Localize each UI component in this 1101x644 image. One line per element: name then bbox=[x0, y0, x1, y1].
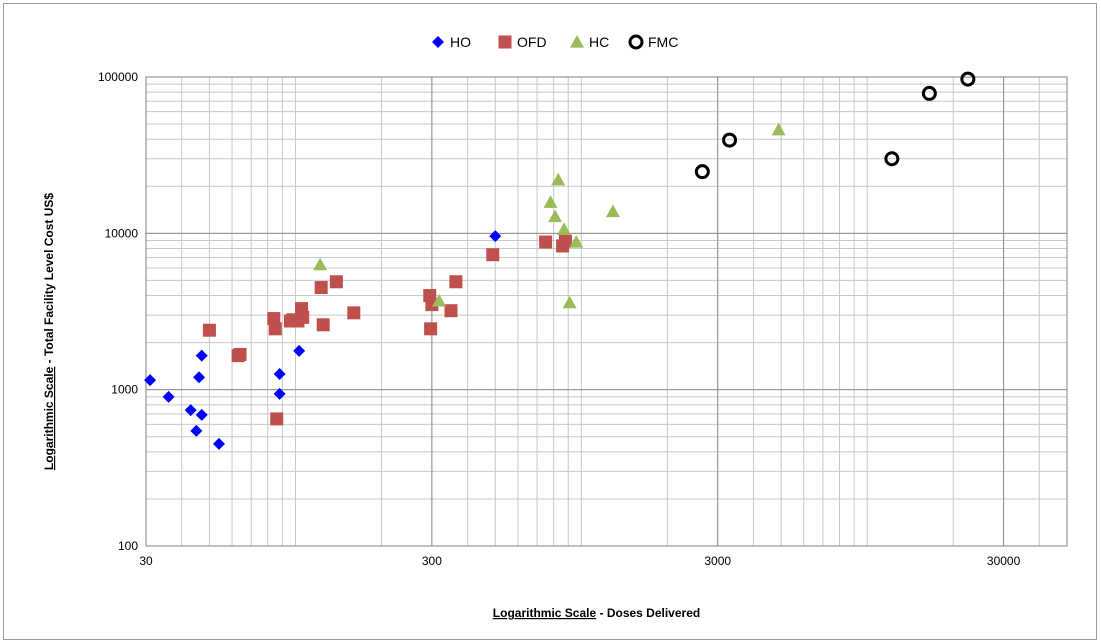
data-point-fmc bbox=[694, 164, 710, 180]
data-point-ho bbox=[273, 367, 286, 380]
y-axis-title-underlined: Logarithmic Scale bbox=[42, 366, 56, 470]
data-point-ofd bbox=[267, 312, 281, 326]
data-point-hc bbox=[569, 235, 584, 248]
legend-marker-ofd bbox=[498, 35, 512, 49]
data-point-ofd bbox=[329, 275, 343, 289]
series-hc bbox=[313, 122, 786, 309]
data-point-ofd bbox=[296, 310, 310, 324]
legend-marker-hc bbox=[570, 35, 584, 48]
y-axis-title: Logarithmic Scale - Total Facility Level… bbox=[42, 193, 56, 471]
data-point-hc bbox=[551, 172, 566, 186]
x-axis-title-underlined: Logarithmic Scale bbox=[493, 606, 597, 620]
plot-area-border bbox=[145, 76, 1068, 547]
data-point-ofd bbox=[268, 322, 282, 336]
x-tick-label: 30 bbox=[139, 554, 153, 568]
data-point-ho bbox=[193, 371, 206, 384]
data-point-fmc bbox=[722, 132, 738, 148]
data-point-hc bbox=[557, 222, 572, 235]
legend: HO OFD HC FMC bbox=[432, 34, 678, 50]
legend-label-fmc: FMC bbox=[648, 34, 678, 50]
data-point-ofd bbox=[558, 234, 572, 248]
data-point-ho bbox=[195, 349, 208, 362]
y-tick-label: 100 bbox=[118, 539, 138, 553]
data-point-hc bbox=[548, 209, 563, 223]
data-point-hc bbox=[543, 195, 558, 208]
y-axis-tick-labels: 100 1000 10000 100000 bbox=[98, 70, 138, 553]
series-ofd bbox=[202, 234, 572, 426]
legend-marker-fmc bbox=[628, 34, 644, 50]
data-point-ho bbox=[293, 344, 306, 357]
data-point-hc bbox=[771, 122, 786, 136]
data-point-fmc bbox=[921, 85, 937, 101]
data-point-ho bbox=[273, 387, 286, 400]
series-ho bbox=[144, 230, 502, 450]
data-point-hc bbox=[562, 295, 577, 309]
y-tick-label: 100000 bbox=[98, 70, 138, 84]
data-point-ho bbox=[212, 437, 225, 450]
data-point-ho bbox=[195, 408, 208, 421]
chart-frame: 30 300 3000 30000 100 1000 10000 100000 HO OFD H… bbox=[3, 3, 1097, 640]
data-point-ofd bbox=[314, 281, 328, 295]
major-gridlines bbox=[145, 76, 1067, 547]
x-tick-label: 30000 bbox=[987, 554, 1021, 568]
data-point-ho bbox=[489, 230, 502, 243]
legend-label-ho: HO bbox=[450, 34, 471, 50]
data-points bbox=[144, 71, 976, 450]
data-point-ho bbox=[184, 404, 197, 417]
legend-item-ho: HO bbox=[432, 34, 471, 50]
legend-marker-ho bbox=[432, 36, 444, 48]
y-tick-label: 10000 bbox=[105, 226, 139, 240]
minor-gridlines bbox=[145, 77, 1068, 546]
data-point-ofd bbox=[270, 412, 284, 426]
x-axis-title-rest: - Doses Delivered bbox=[596, 606, 700, 620]
data-point-ofd bbox=[347, 306, 361, 320]
data-point-ofd bbox=[539, 235, 553, 249]
data-point-hc bbox=[313, 257, 328, 271]
data-point-ofd bbox=[424, 322, 438, 336]
data-point-fmc bbox=[960, 71, 976, 87]
y-axis-title-rest: - Total Facility Level Cost US$ bbox=[42, 193, 56, 367]
x-tick-label: 300 bbox=[422, 554, 442, 568]
y-tick-label: 1000 bbox=[111, 383, 138, 397]
data-point-ofd bbox=[486, 248, 500, 262]
data-point-ofd bbox=[444, 304, 458, 318]
data-point-hc bbox=[432, 293, 447, 307]
legend-item-ofd: OFD bbox=[498, 34, 547, 50]
data-point-ho bbox=[190, 424, 203, 437]
data-point-ofd bbox=[202, 323, 216, 337]
series-fmc bbox=[694, 71, 976, 180]
legend-label-hc: HC bbox=[589, 34, 609, 50]
data-point-ofd bbox=[233, 347, 247, 361]
x-axis-tick-labels: 30 300 3000 30000 bbox=[139, 554, 1020, 568]
data-point-ho bbox=[162, 390, 175, 403]
legend-label-ofd: OFD bbox=[517, 34, 547, 50]
data-point-hc bbox=[605, 204, 620, 218]
data-point-ofd bbox=[449, 275, 463, 289]
legend-item-hc: HC bbox=[570, 34, 609, 50]
data-point-ho bbox=[144, 374, 157, 387]
data-point-fmc bbox=[884, 151, 900, 167]
x-tick-label: 3000 bbox=[704, 554, 731, 568]
legend-item-fmc: FMC bbox=[628, 34, 678, 50]
x-axis-title: Logarithmic Scale - Doses Delivered bbox=[493, 606, 700, 620]
data-point-ofd bbox=[316, 318, 330, 332]
